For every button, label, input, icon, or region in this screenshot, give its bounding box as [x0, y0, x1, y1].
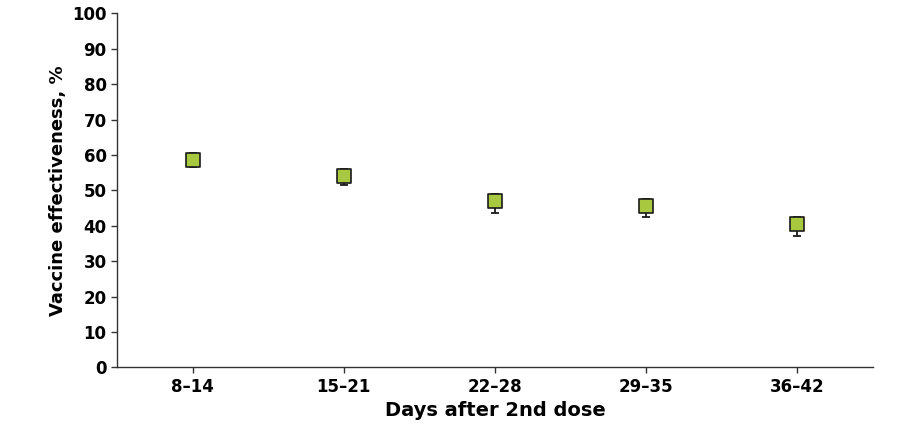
Point — [639, 203, 653, 210]
Y-axis label: Vaccine effectiveness, %: Vaccine effectiveness, % — [49, 65, 67, 316]
Point — [488, 198, 502, 205]
Point — [337, 172, 351, 180]
Point — [185, 157, 200, 164]
X-axis label: Days after 2nd dose: Days after 2nd dose — [384, 401, 606, 420]
Point — [790, 220, 805, 228]
